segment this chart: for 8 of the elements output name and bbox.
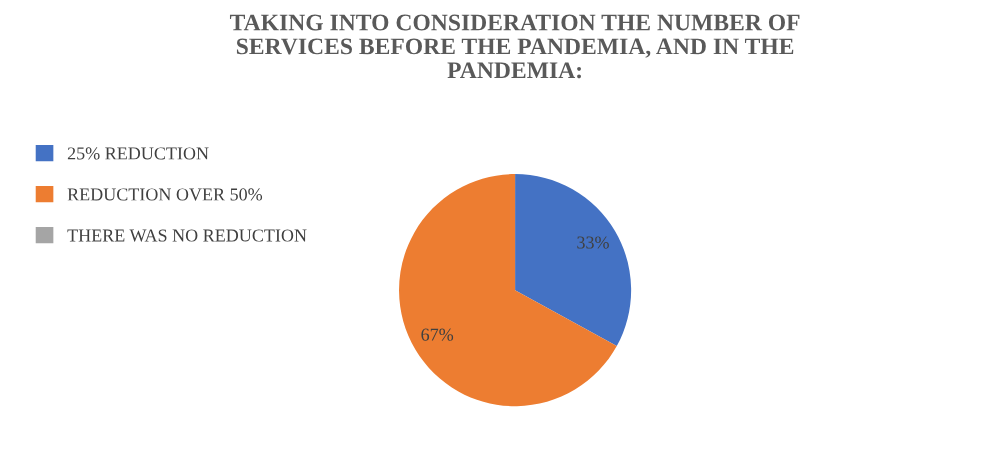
chart-title: TAKING INTO CONSIDERATION THE NUMBER OF SERVICES BEFORE THE PANDEMIA, AND IN THE PANDEMIA: <box>229 14 800 79</box>
pie-slice <box>399 174 617 407</box>
data-label: 33% <box>577 236 609 249</box>
data-label: 67% <box>421 328 454 341</box>
legend-label: THERE WAS NO REDUCTION <box>67 229 307 242</box>
legend-label: REDUCTION OVER 50% <box>67 188 263 201</box>
legend-label: 25% REDUCTION <box>67 147 209 160</box>
pie-slice <box>515 174 632 347</box>
